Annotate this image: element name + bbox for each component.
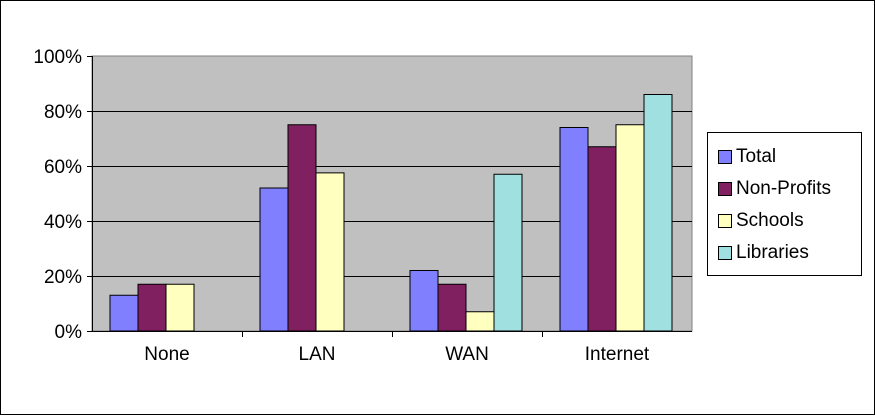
y-tick-label: 100%: [33, 47, 82, 68]
y-tick-label: 20%: [44, 267, 82, 288]
bar-total-wan: [409, 270, 439, 332]
bar-total-none: [109, 294, 139, 332]
legend-entry: Schools: [708, 205, 861, 237]
bar-schools-wan: [465, 311, 495, 332]
legend-label: Non-Profits: [736, 178, 832, 199]
legend: Total Non-Profits Schools Libraries: [707, 132, 862, 276]
legend-entry: Total: [708, 141, 861, 173]
legend-swatch: [718, 214, 732, 228]
bar-schools-lan: [315, 172, 345, 332]
bars: [109, 94, 673, 332]
bar-schools-none: [165, 283, 195, 332]
legend-swatch: [718, 150, 732, 164]
bar-libraries-internet: [643, 94, 673, 332]
legend-entry: Libraries: [708, 237, 861, 269]
bar-schools-internet: [615, 124, 645, 332]
bar-non-profits-lan: [287, 124, 317, 332]
bar-libraries-wan: [493, 173, 523, 332]
legend-label: Libraries: [736, 242, 809, 263]
x-tick-label: None: [144, 344, 189, 365]
y-tick-labels: 0% 20% 40% 60% 80% 100%: [33, 47, 82, 343]
x-tick-label: LAN: [299, 344, 336, 365]
y-tick-label: 60%: [44, 157, 82, 178]
bar-non-profits-internet: [587, 146, 617, 332]
legend-entry: Non-Profits: [708, 173, 861, 205]
y-tick-label: 40%: [44, 212, 82, 233]
legend-swatch: [718, 246, 732, 260]
bar-non-profits-wan: [437, 283, 467, 332]
legend-label: Schools: [736, 210, 804, 231]
bar-total-internet: [559, 127, 589, 332]
x-tick-labels: None LAN WAN Internet: [144, 344, 650, 365]
x-tick-label: WAN: [445, 344, 489, 365]
x-tick-label: Internet: [585, 344, 650, 365]
legend-swatch: [718, 182, 732, 196]
bar-non-profits-none: [137, 283, 167, 332]
y-tick-label: 0%: [55, 322, 83, 343]
axes: [87, 56, 692, 337]
y-tick-label: 80%: [44, 102, 82, 123]
legend-label: Total: [736, 146, 777, 167]
bar-total-lan: [259, 187, 289, 332]
